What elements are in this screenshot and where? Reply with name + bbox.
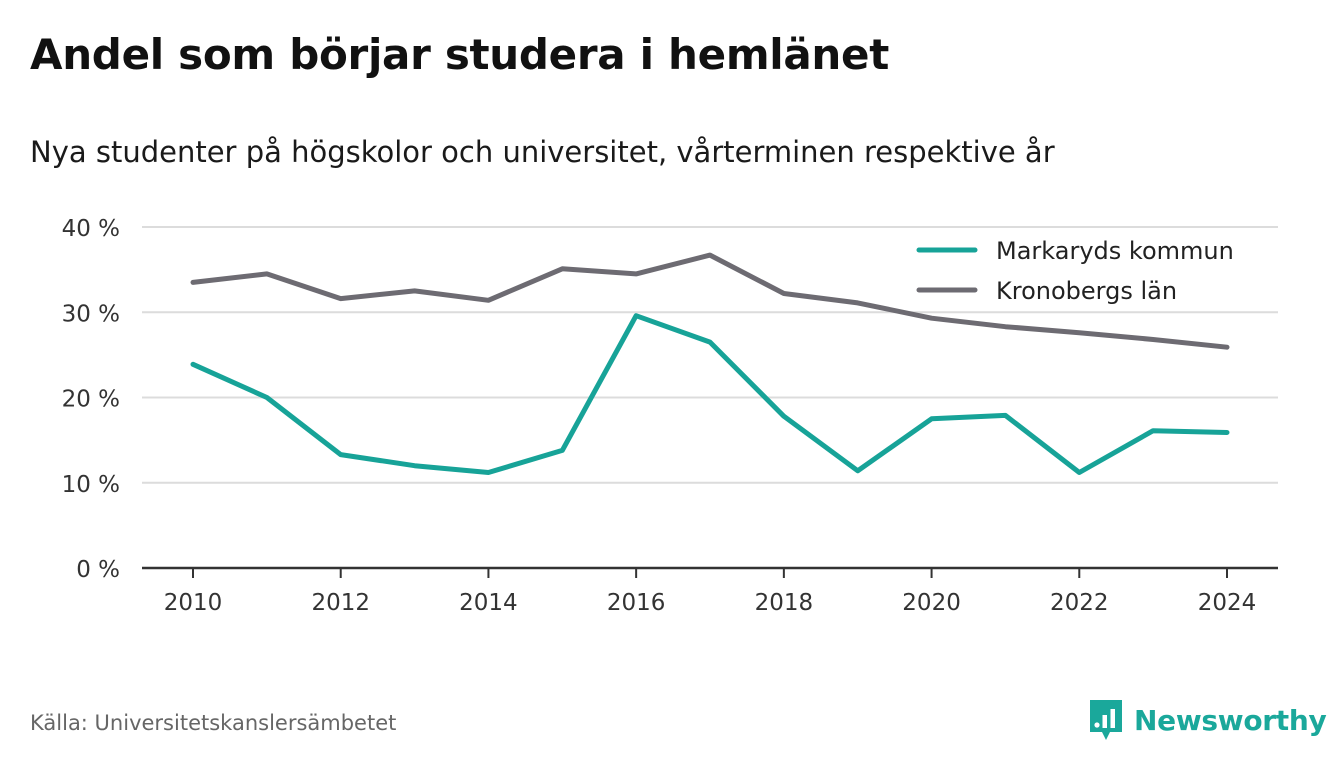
legend-label: Kronobergs län [996, 277, 1177, 305]
source-note: Källa: Universitetskanslersämbetet [30, 711, 397, 735]
x-tick-label: 2012 [311, 590, 370, 616]
y-tick-label: 10 % [62, 472, 120, 498]
chart-subtitle: Nya studenter på högskolor och universit… [30, 135, 1055, 169]
x-tick-label: 2014 [459, 590, 518, 616]
brand: Newsworthy [1088, 698, 1327, 742]
x-axis: 2010 2012 2014 2016 2018 2020 2022 2024 [142, 566, 1278, 616]
newsworthy-logo-icon [1090, 700, 1122, 740]
series-lines [190, 252, 1230, 475]
y-tick-label: 0 % [76, 557, 120, 583]
chart-title: Andel som börjar studera i hemlänet [30, 30, 889, 79]
legend: Markaryds kommun Kronobergs län [910, 228, 1260, 310]
x-tick-label: 2018 [755, 590, 814, 616]
x-tick-label: 2016 [607, 590, 666, 616]
y-tick-label: 20 % [62, 387, 120, 413]
y-tick-label: 30 % [62, 301, 120, 327]
legend-background [910, 228, 1260, 310]
grid-lines [142, 226, 1278, 484]
brand-name: Newsworthy [1134, 703, 1327, 737]
y-tick-label: 40 % [62, 216, 120, 242]
legend-label: Markaryds kommun [996, 237, 1234, 265]
series-line-markaryds-kommun [190, 313, 1230, 475]
x-tick-label: 2024 [1198, 590, 1257, 616]
x-tick-label: 2020 [902, 590, 961, 616]
y-axis-tick-labels: 0 % 10 % 20 % 30 % 40 % [62, 216, 120, 583]
x-tick-label: 2022 [1050, 590, 1109, 616]
x-tick-label: 2010 [164, 590, 223, 616]
